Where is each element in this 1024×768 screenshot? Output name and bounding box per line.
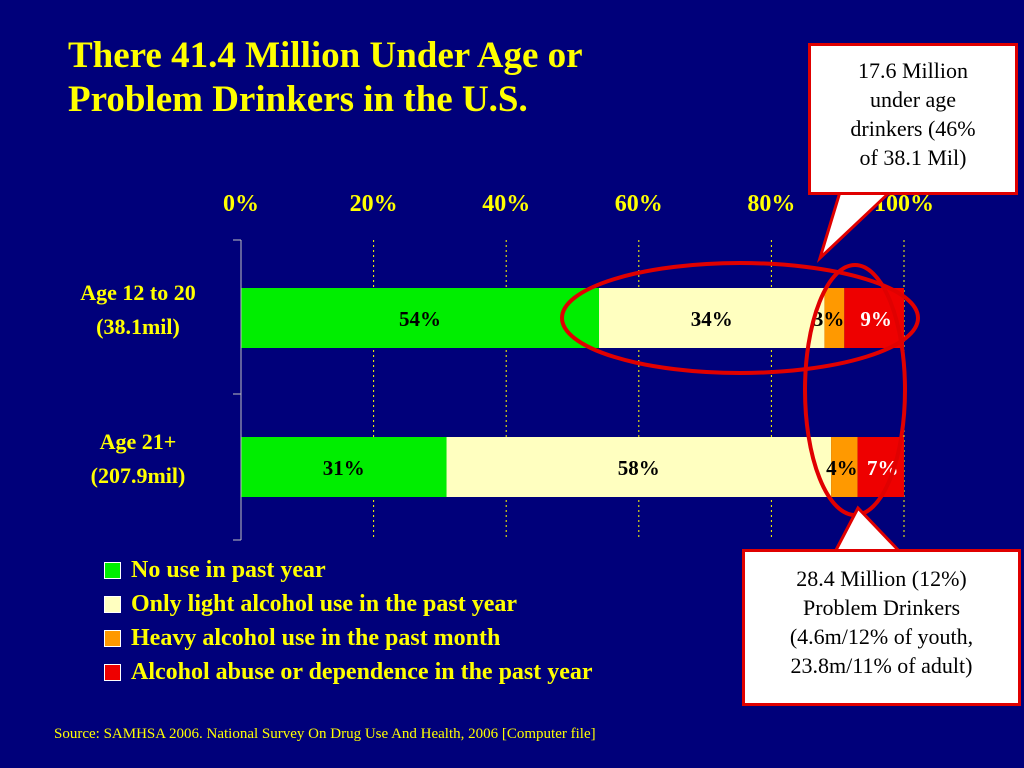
- callout-line: 17.6 Million: [857, 58, 968, 83]
- callout-problem-drinkers: 28.4 Million (12%) Problem Drinkers (4.6…: [742, 549, 1021, 706]
- legend-swatch: [104, 629, 121, 647]
- legend-swatch: [104, 561, 121, 579]
- legend-item: No use in past year: [104, 553, 593, 587]
- source-note: Source: SAMHSA 2006. National Survey On …: [54, 726, 596, 742]
- bar-segment: [831, 437, 858, 497]
- highlight-ellipse-youth: [560, 261, 920, 375]
- category-label: (38.1mil): [96, 314, 180, 339]
- x-tick-label: 40%: [482, 191, 530, 217]
- legend-label: Heavy alcohol use in the past month: [131, 625, 501, 651]
- legend-swatch: [104, 595, 121, 613]
- page-title: There 41.4 Million Under Age or Problem …: [68, 34, 788, 122]
- callout-line: 28.4 Million (12%): [796, 566, 967, 591]
- legend-item: Alcohol abuse or dependence in the past …: [104, 655, 593, 689]
- x-tick-label: 60%: [615, 191, 663, 217]
- legend-item: Only light alcohol use in the past year: [104, 587, 593, 621]
- x-tick-label: 20%: [350, 191, 398, 217]
- callout-line: 23.8m/11% of adult): [790, 653, 973, 678]
- bar-value-label: 54%: [399, 307, 441, 331]
- callout-pointer-top: [816, 190, 892, 263]
- bar-value-label: 9%: [860, 307, 892, 331]
- x-tick-label: 80%: [747, 191, 795, 217]
- bar-segment: [241, 437, 447, 497]
- bar-value-label: 31%: [323, 456, 365, 480]
- callout-under-age: 17.6 Million under age drinkers (46% of …: [808, 43, 1018, 195]
- legend-label: Alcohol abuse or dependence in the past …: [131, 659, 593, 685]
- callout-line: (4.6m/12% of youth,: [789, 624, 974, 649]
- bar-segment: [824, 288, 845, 348]
- legend-swatch: [104, 663, 121, 681]
- bar-segment: [446, 437, 832, 497]
- chart-legend: No use in past year Only light alcohol u…: [104, 553, 593, 689]
- title-line: There 41.4 Million Under Age or: [68, 35, 583, 76]
- callout-line: drinkers (46%: [850, 116, 976, 141]
- legend-label: No use in past year: [131, 557, 326, 583]
- category-label: Age 21+: [100, 429, 177, 454]
- callout-pointer-bottom: [833, 505, 902, 554]
- legend-item: Heavy alcohol use in the past month: [104, 621, 593, 655]
- bar-segment: [599, 288, 825, 348]
- bar-segment: [241, 288, 600, 348]
- title-line: Problem Drinkers in the U.S.: [68, 79, 528, 120]
- callout-line: of 38.1 Mil): [859, 145, 967, 170]
- x-tick-label: 0%: [223, 191, 259, 217]
- callout-line: under age: [869, 87, 957, 112]
- callout-line: Problem Drinkers: [802, 595, 961, 620]
- bar-value-label: 4%: [826, 456, 858, 480]
- category-label: Age 12 to 20: [80, 280, 195, 305]
- legend-label: Only light alcohol use in the past year: [131, 591, 518, 617]
- bar-value-label: 58%: [618, 456, 660, 480]
- bar-value-label: 34%: [691, 307, 733, 331]
- category-label: (207.9mil): [91, 463, 186, 488]
